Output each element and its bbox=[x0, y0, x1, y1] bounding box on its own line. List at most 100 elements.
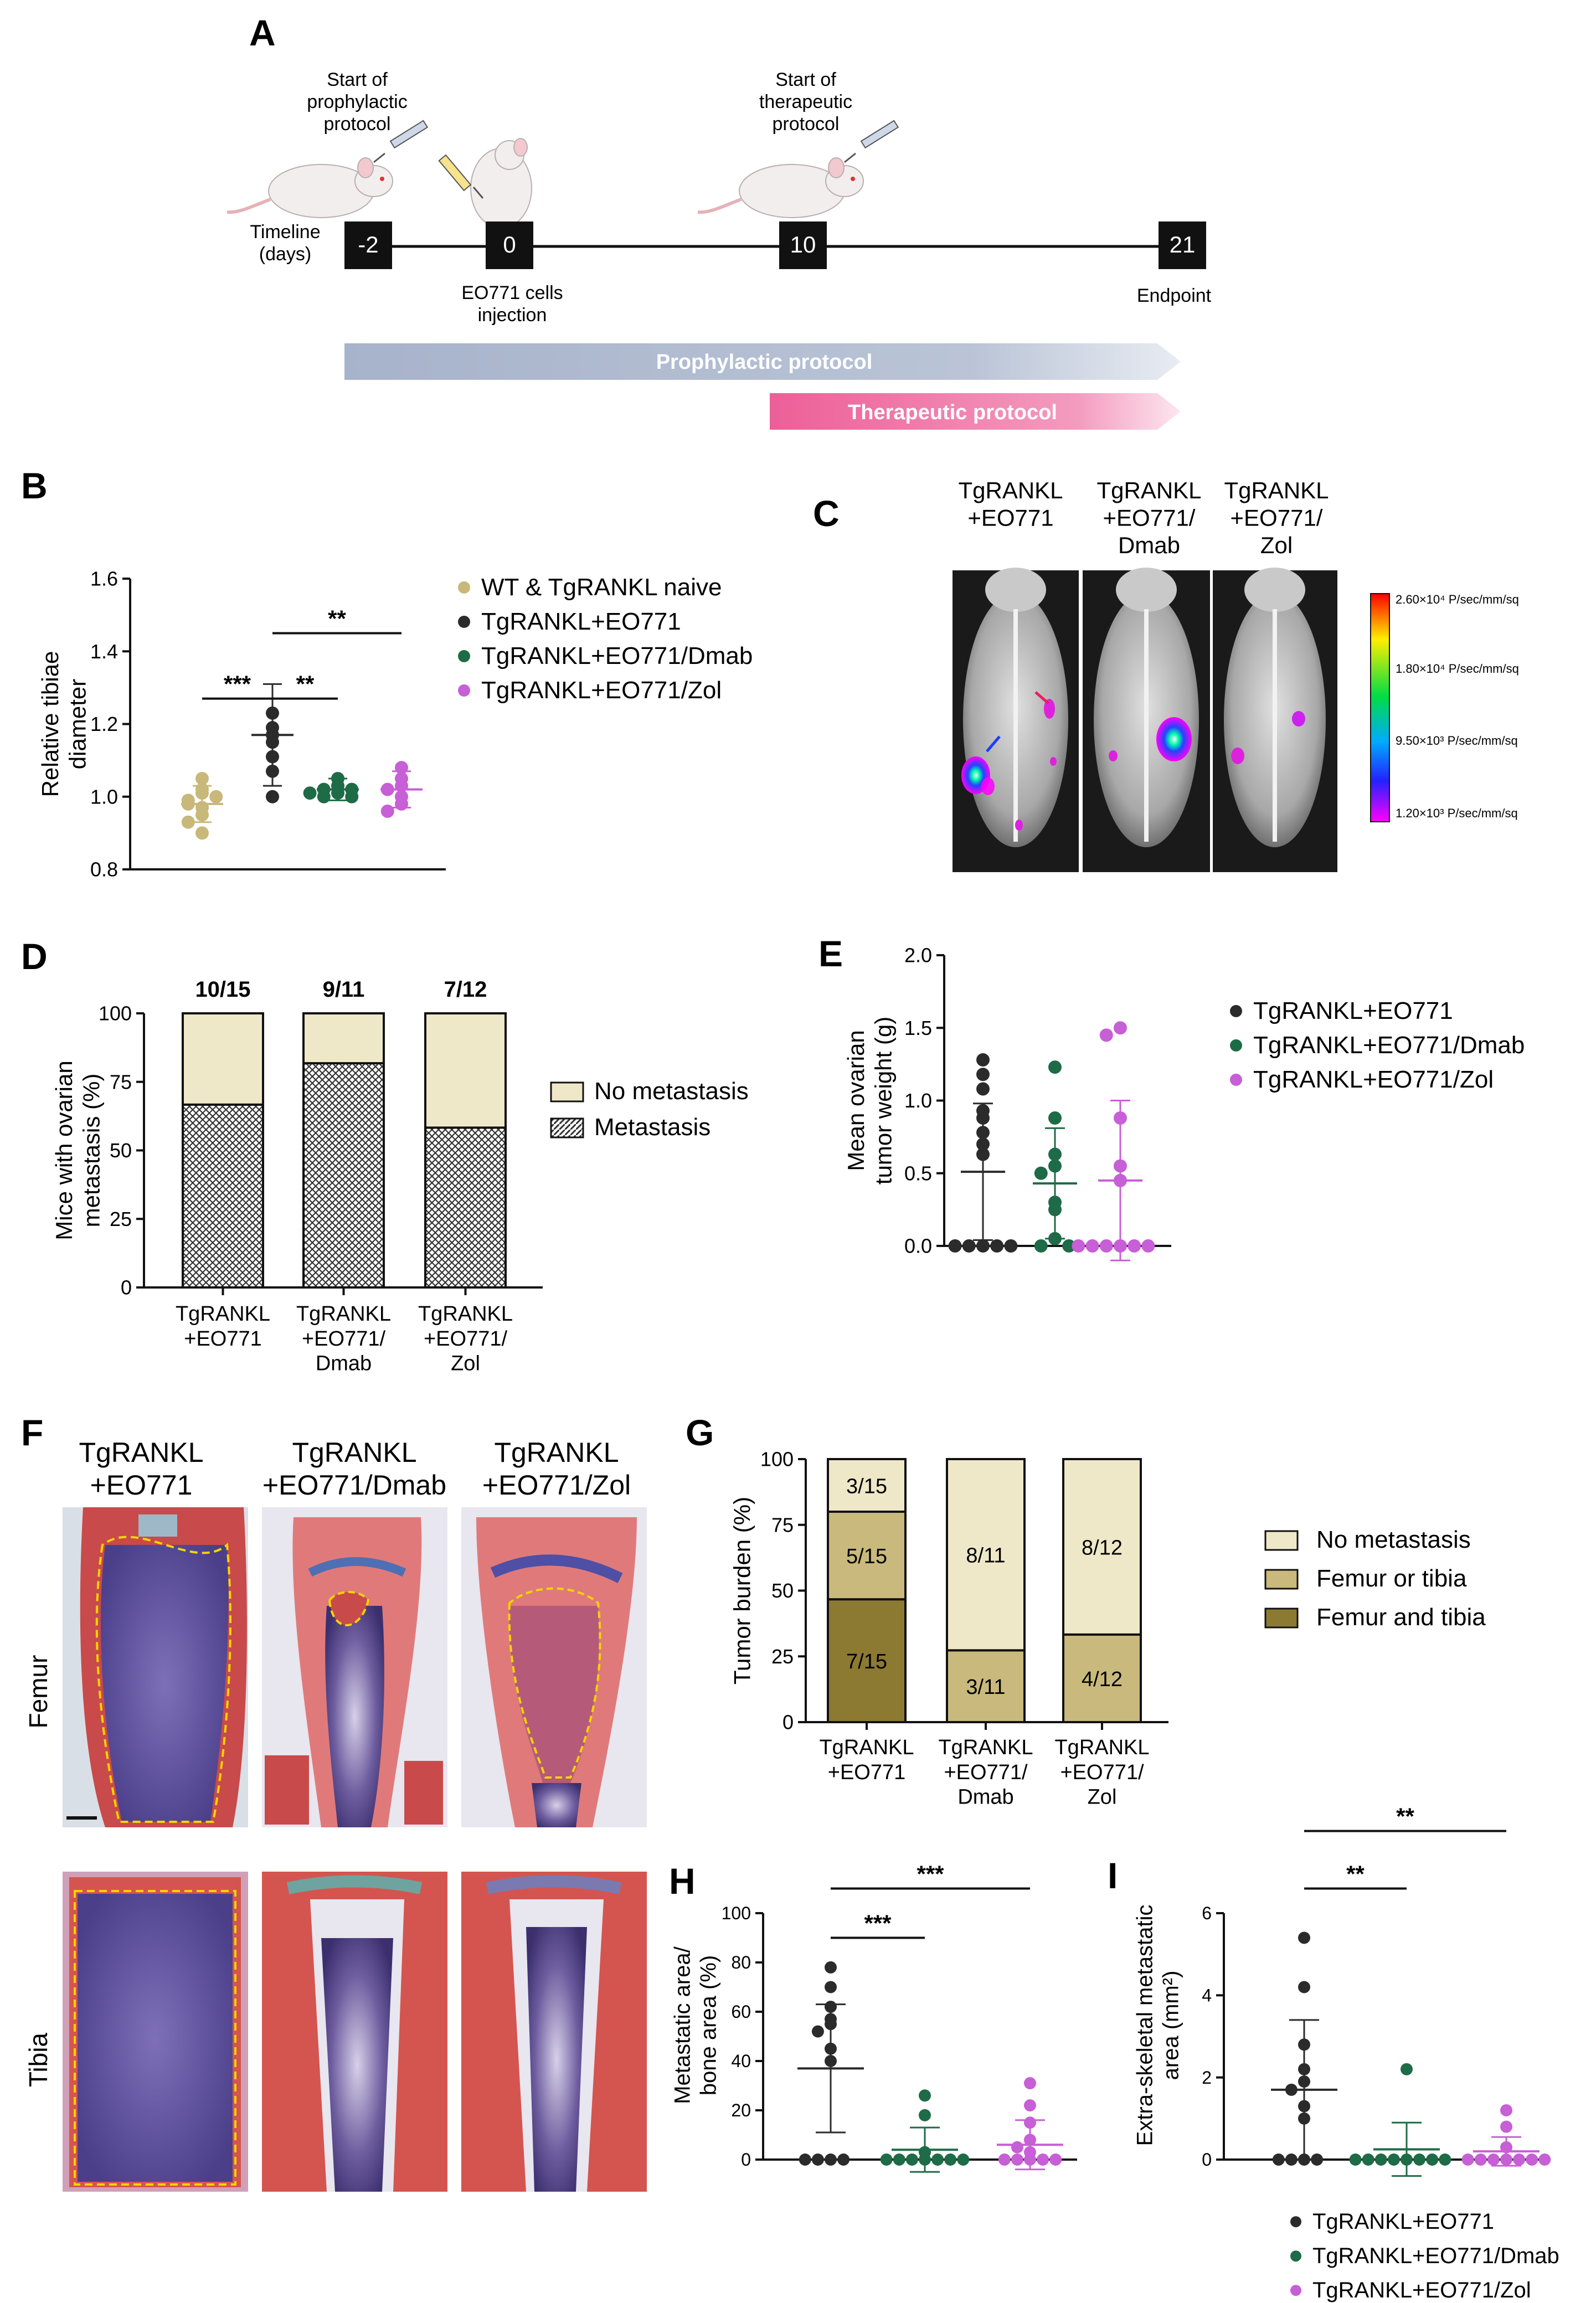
legend-marker bbox=[1290, 2250, 1301, 2262]
data-point bbox=[1004, 1239, 1018, 1253]
timeline-day-label: -2 bbox=[358, 231, 378, 257]
data-point bbox=[1099, 1028, 1113, 1042]
legend-swatch bbox=[550, 1117, 584, 1138]
y-axis-title: Tumor burden (%) bbox=[729, 1497, 755, 1684]
data-point bbox=[1538, 2153, 1551, 2166]
data-point bbox=[1141, 1239, 1155, 1253]
y-tick-label: 4 bbox=[1202, 1986, 1212, 2006]
data-point bbox=[195, 826, 209, 840]
xray-mouse-image bbox=[1213, 568, 1337, 872]
legend-label: TgRANKL+EO771/Zol bbox=[481, 677, 722, 704]
bar-segment bbox=[182, 1103, 264, 1289]
legend-swatch bbox=[1264, 1569, 1299, 1590]
histology-header: TgRANKL +EO771/Zol bbox=[482, 1437, 631, 1501]
significance-label: ** bbox=[328, 605, 346, 631]
legend-marker bbox=[1290, 2285, 1301, 2296]
bar-segment bbox=[946, 1458, 1026, 1652]
timeline-day-box: 21 bbox=[1159, 221, 1206, 269]
data-point bbox=[1085, 1239, 1099, 1253]
significance-label: ** bbox=[1346, 1861, 1365, 1887]
imaging-header: TgRANKL +EO771 bbox=[958, 477, 1063, 531]
significance-label: *** bbox=[864, 1910, 892, 1936]
bar-segment bbox=[424, 1012, 507, 1129]
y-axis-title: Relative tibiaediameter bbox=[37, 651, 91, 797]
imaging-header: TgRANKL +EO771/Zol bbox=[1224, 477, 1329, 558]
data-point bbox=[1362, 2153, 1374, 2166]
timeline-day-box: 0 bbox=[486, 221, 533, 269]
timeline-day-label: 21 bbox=[1170, 231, 1196, 257]
mouse-injection-icon bbox=[697, 120, 899, 218]
start-prophylactic-label: Start of prophylactic protocol bbox=[307, 69, 407, 135]
data-point bbox=[1387, 2153, 1400, 2166]
data-point bbox=[1401, 2063, 1413, 2075]
bar-segment-label: 8/12 bbox=[1082, 1536, 1123, 1559]
data-point bbox=[1049, 2153, 1062, 2166]
x-tick-label: TgRANKL +EO771 bbox=[819, 1736, 914, 1784]
bar-segment-label: 3/11 bbox=[966, 1676, 1005, 1699]
legend-label: No metastasis bbox=[1316, 1526, 1471, 1553]
y-axis-title: Extra-skeletal metastaticarea (mm²) bbox=[1132, 1905, 1183, 2146]
data-point bbox=[1461, 2153, 1474, 2166]
significance-label: ** bbox=[1396, 1804, 1414, 1830]
data-point bbox=[825, 2153, 837, 2166]
x-tick-label: TgRANKL +EO771/Dmab bbox=[938, 1736, 1033, 1809]
scale-label: 2.60×10⁴ P/sec/mm/sq bbox=[1396, 593, 1519, 606]
data-point bbox=[1011, 2153, 1023, 2166]
bioluminescence-color-scale: 2.60×10⁴ P/sec/mm/sq 1.80×10⁴ P/sec/mm/s… bbox=[1370, 593, 1519, 822]
data-point bbox=[380, 805, 394, 818]
prophylactic-protocol-label: Prophylactic protocol bbox=[656, 351, 873, 374]
data-point bbox=[1128, 1239, 1141, 1253]
legend-marker bbox=[1230, 1004, 1242, 1017]
y-axis-title: Mean ovariantumor weight (g) bbox=[843, 1017, 897, 1184]
row-label-femur: Femur bbox=[24, 1655, 53, 1729]
y-tick-label: 80 bbox=[731, 1952, 751, 1972]
data-point bbox=[893, 2153, 905, 2166]
legend-swatch bbox=[1264, 1530, 1299, 1551]
xray-mouse-image bbox=[953, 568, 1079, 872]
data-point bbox=[1500, 2120, 1512, 2133]
bar-segment bbox=[827, 1598, 907, 1724]
legend-label: Femur and tibia bbox=[1316, 1604, 1486, 1631]
scale-label: 1.20×10³ P/sec/mm/sq bbox=[1396, 806, 1518, 820]
bar-segment bbox=[182, 1012, 264, 1106]
legend-label: TgRANKL+EO771 bbox=[1312, 2209, 1494, 2234]
data-point bbox=[948, 1239, 962, 1253]
panel-letter-a: A bbox=[249, 12, 276, 53]
data-point bbox=[1048, 1060, 1062, 1074]
data-point bbox=[1034, 1239, 1048, 1253]
data-point bbox=[825, 1981, 837, 1993]
injection-label: EO771 cells injection bbox=[461, 282, 563, 326]
data-point bbox=[990, 1239, 1004, 1253]
histology-femur-image bbox=[262, 1507, 447, 1827]
y-tick-label: 2 bbox=[1202, 2068, 1212, 2088]
bar-segment bbox=[302, 1062, 385, 1289]
data-point bbox=[1426, 2153, 1439, 2166]
data-point bbox=[1048, 1111, 1062, 1125]
chart-i: I 0 2 4 6 Extra-skeletal metastaticarea (mm²… bbox=[1108, 1804, 1559, 2302]
chart-g: G 0 25 50 75 100 Tumor burden (%) 7/15 5/15 3/15… bbox=[686, 1412, 1486, 1809]
data-point bbox=[181, 815, 195, 829]
data-point bbox=[1037, 2153, 1049, 2166]
data-point bbox=[811, 2153, 824, 2166]
y-tick-label: 1.0 bbox=[904, 1089, 932, 1112]
x-tick-label: TgRANKL +EO771/Zol bbox=[418, 1302, 513, 1375]
data-point bbox=[303, 786, 317, 800]
legend-swatch bbox=[1264, 1608, 1299, 1629]
significance-label: *** bbox=[917, 1861, 944, 1887]
data-point bbox=[195, 771, 209, 785]
data-point bbox=[1298, 1931, 1310, 1944]
data-point bbox=[1114, 1021, 1127, 1035]
y-tick-label: 0.8 bbox=[90, 858, 118, 881]
legend-marker bbox=[458, 684, 470, 697]
chart-e: E 0.0 0.5 1.0 1.5 2.0 Mean ovariantumor weigh… bbox=[818, 933, 1525, 1261]
histology-tibia-image bbox=[63, 1872, 248, 2192]
data-point bbox=[1099, 1239, 1113, 1253]
row-label-tibia: Tibia bbox=[24, 2033, 53, 2087]
data-point bbox=[1011, 2141, 1023, 2153]
histology-tibia-image bbox=[461, 1872, 647, 2192]
data-point bbox=[1298, 1981, 1310, 1993]
legend-label: TgRANKL+EO771/Dmab bbox=[481, 642, 753, 669]
data-point bbox=[976, 1053, 990, 1067]
mouse-tail-vein-injection-icon bbox=[438, 138, 532, 229]
y-tick-label: 100 bbox=[722, 1903, 751, 1923]
